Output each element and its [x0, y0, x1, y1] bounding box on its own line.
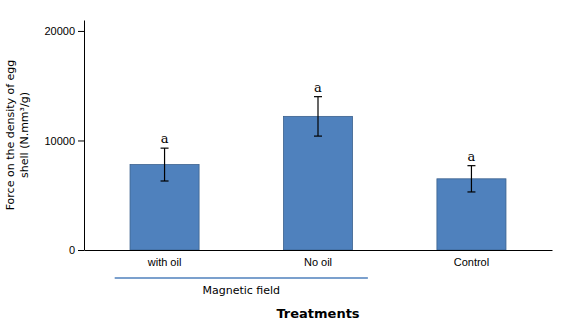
error-bar-cap: [314, 135, 322, 136]
y-tick: 0: [69, 244, 84, 256]
error-bar-stem: [471, 166, 472, 192]
y-tick-label: 20000: [44, 25, 75, 37]
significance-label: a: [468, 149, 476, 164]
error-bar-cap: [314, 96, 322, 97]
bar: [283, 116, 352, 250]
x-tick-label: Control: [454, 256, 489, 268]
error-bar-stem: [317, 97, 318, 136]
y-tick: 20000: [44, 25, 84, 37]
y-label-line: Force on the density of egg: [4, 60, 17, 211]
y-label-line: shell (N.mm³/g): [18, 92, 31, 178]
x-tick-label: No oil: [304, 256, 332, 268]
error-bar: [161, 148, 169, 181]
y-label: Force on the density of eggshell (N.mm³/…: [4, 60, 31, 211]
y-tick-label: 0: [69, 244, 75, 256]
error-bar: [467, 166, 475, 192]
y-tick-mark: [78, 140, 84, 141]
group-label: Magnetic field: [202, 284, 280, 297]
y-tick-mark: [78, 250, 84, 251]
error-bar-cap: [467, 191, 475, 192]
y-tick-mark: [78, 31, 84, 32]
significance-label: a: [314, 80, 322, 95]
x-axis-line: [85, 250, 553, 251]
y-axis: 0 10000 20000: [44, 21, 84, 257]
error-bar: [314, 97, 322, 136]
y-tick-label: 10000: [44, 134, 75, 146]
y-axis-line: [84, 21, 85, 251]
marks: [130, 97, 506, 250]
x-label: Treatments: [276, 306, 359, 321]
x-tick-label: with oil: [147, 256, 182, 268]
plot: 0 10000 20000 with oil No oil Control a a a Force…: [4, 21, 553, 322]
x-tick: with oil: [147, 256, 182, 268]
x-axis: with oil No oil Control: [85, 251, 553, 268]
error-bar-stem: [164, 148, 165, 181]
significance-labels: a a a: [161, 80, 476, 164]
chart: 0 10000 20000 with oil No oil Control a a a Force…: [0, 0, 572, 332]
x-tick: Control: [454, 256, 489, 268]
y-tick: 10000: [44, 134, 84, 146]
error-bar-cap: [161, 148, 169, 149]
significance-label: a: [161, 131, 169, 146]
error-bar-cap: [161, 180, 169, 181]
group-line: [115, 277, 368, 279]
x-tick: No oil: [304, 256, 332, 268]
error-bar-cap: [467, 165, 475, 166]
